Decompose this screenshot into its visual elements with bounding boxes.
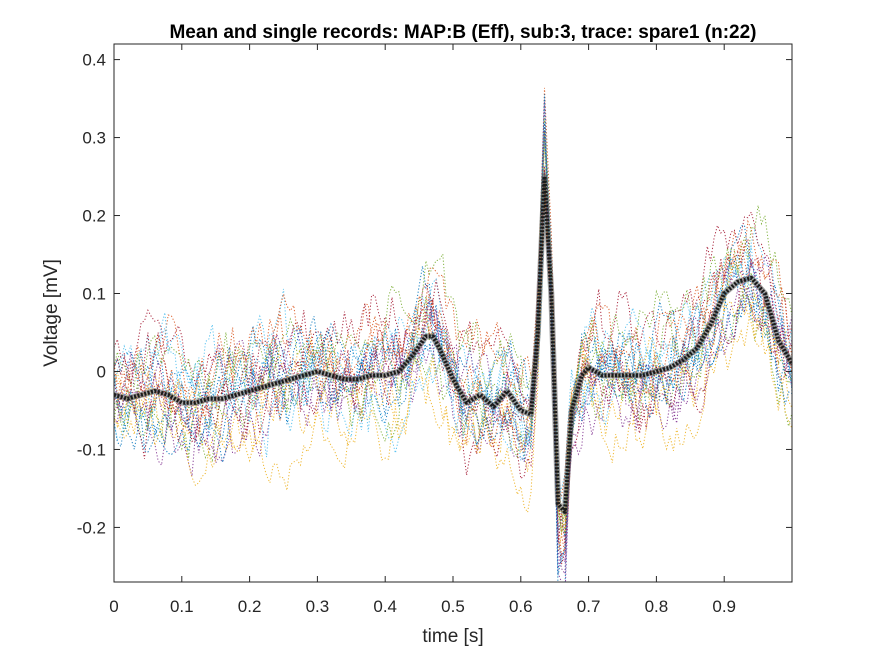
- y-tick-label: 0.3: [82, 129, 106, 148]
- x-tick-label: 0.4: [373, 597, 397, 616]
- plot-area: [113, 43, 793, 583]
- single-record-trace: [114, 94, 792, 582]
- x-tick-label: 0.9: [712, 597, 736, 616]
- y-tick-label: -0.1: [77, 440, 106, 459]
- single-record-trace: [114, 171, 792, 531]
- single-record-trace: [114, 132, 792, 522]
- x-tick-label: 0.1: [170, 597, 194, 616]
- y-tick-label: 0: [97, 362, 106, 381]
- y-tick-label: 0.1: [82, 285, 106, 304]
- x-axis: 0 0.1 0.2 0.3 0.4 0.5 0.6 0.7 0.8 0.9: [109, 44, 736, 616]
- x-tick-label: 0: [109, 597, 118, 616]
- single-record-trace: [114, 182, 792, 533]
- mean-trace: [114, 174, 792, 514]
- y-axis: -0.2 -0.1 0 0.1 0.2 0.3 0.4: [77, 51, 792, 537]
- y-tick-label: 0.4: [82, 51, 106, 70]
- single-record-trace: [114, 204, 792, 499]
- chart-title: Mean and single records: MAP:B (Eff), su…: [169, 22, 756, 43]
- mean-trace-layer: [114, 173, 792, 515]
- x-axis-label: time [s]: [422, 626, 483, 647]
- x-tick-label: 0.7: [577, 597, 601, 616]
- x-tick-label: 0.5: [441, 597, 465, 616]
- single-record-trace: [114, 122, 792, 576]
- single-record-trace: [114, 125, 792, 576]
- x-tick-label: 0.8: [645, 597, 669, 616]
- y-axis-label: Voltage [mV]: [41, 259, 62, 367]
- x-tick-label: 0.3: [306, 597, 330, 616]
- y-tick-label: -0.2: [77, 518, 106, 537]
- single-record-trace: [114, 87, 792, 556]
- x-tick-label: 0.6: [509, 597, 533, 616]
- single-record-trace: [114, 167, 792, 533]
- single-record-trace: [114, 191, 792, 522]
- single-record-trace: [114, 170, 792, 506]
- y-tick-label: 0.2: [82, 207, 106, 226]
- axes-background: [114, 44, 792, 582]
- single-record-trace: [114, 169, 792, 565]
- single-record-trace: [114, 165, 792, 582]
- x-tick-label: 0.2: [238, 597, 262, 616]
